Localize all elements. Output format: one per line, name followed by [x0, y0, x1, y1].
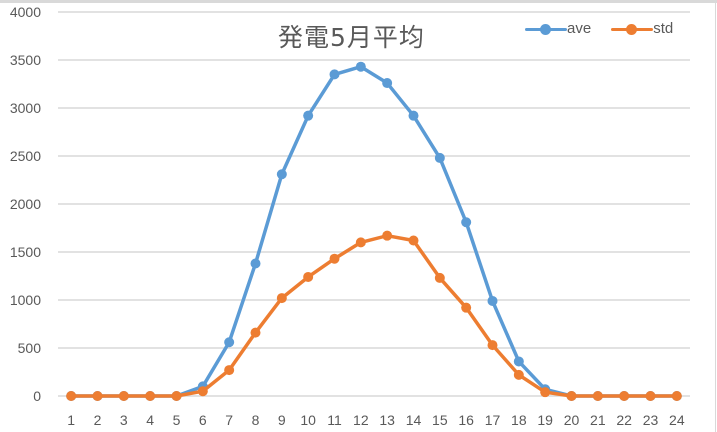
series-std: [66, 230, 682, 401]
x-tick-label: 15: [432, 412, 448, 428]
y-tick-label: 1500: [10, 244, 41, 260]
data-point: [197, 386, 208, 397]
x-tick-label: 1: [67, 412, 75, 428]
legend-marker-std-icon: [611, 23, 654, 35]
x-tick-label: 10: [300, 412, 316, 428]
x-tick-label: 13: [379, 412, 395, 428]
x-tick-label: 6: [199, 412, 207, 428]
chart-title: 発電5月平均: [278, 23, 425, 52]
legend-label-ave: ave: [567, 20, 592, 37]
y-tick-label: 0: [33, 388, 41, 404]
x-tick-label: 11: [327, 412, 342, 428]
x-tick-label: 4: [146, 412, 154, 428]
y-tick-label: 1000: [10, 292, 41, 308]
data-point: [513, 369, 524, 380]
x-tick-label: 8: [252, 412, 260, 428]
data-point: [487, 340, 498, 351]
data-point: [355, 61, 366, 72]
x-tick-label: 7: [225, 412, 233, 428]
data-point: [329, 69, 340, 80]
chart-top-border: [0, 0, 717, 3]
data-point: [329, 253, 340, 264]
data-point: [118, 391, 129, 401]
data-point: [645, 391, 656, 401]
legend: ave std: [525, 20, 679, 37]
data-point: [303, 110, 314, 121]
x-tick-label: 2: [94, 412, 102, 428]
legend-label-std: std: [653, 20, 674, 37]
data-point: [171, 391, 182, 401]
data-point: [145, 391, 156, 401]
legend-item-ave: ave: [525, 20, 591, 37]
data-point: [355, 237, 366, 248]
data-point: [408, 110, 419, 121]
data-point: [487, 295, 498, 306]
data-point: [276, 293, 287, 304]
y-tick-label: 3500: [10, 52, 41, 68]
x-tick-label: 3: [120, 412, 128, 428]
series-ave: [66, 61, 682, 401]
chart-right-border: [715, 3, 716, 432]
x-tick-label: 12: [353, 412, 369, 428]
data-point: [434, 152, 445, 163]
x-tick-label: 20: [564, 412, 580, 428]
data-point: [513, 356, 524, 367]
data-point: [566, 391, 577, 401]
data-point: [276, 169, 287, 180]
data-point: [619, 391, 630, 401]
data-point: [408, 235, 419, 246]
legend-marker-ave-icon: [525, 23, 567, 35]
data-point: [461, 217, 472, 228]
data-point: [461, 302, 472, 313]
x-tick-label: 16: [458, 412, 474, 428]
x-tick-label: 17: [485, 412, 501, 428]
x-tick-label: 5: [173, 412, 181, 428]
data-point: [382, 230, 393, 241]
x-tick-label: 24: [669, 412, 685, 428]
y-tick-label: 2000: [10, 196, 41, 212]
data-point: [434, 272, 445, 283]
data-point: [540, 387, 551, 398]
x-tick-label: 22: [616, 412, 632, 428]
data-point: [66, 391, 77, 401]
y-tick-label: 3000: [10, 100, 41, 116]
data-point: [224, 337, 235, 348]
y-tick-label: 4000: [10, 4, 41, 20]
data-point: [250, 258, 261, 269]
data-point: [303, 271, 314, 282]
data-point: [92, 391, 103, 401]
y-tick-label: 500: [18, 340, 42, 356]
x-tick-label: 21: [590, 412, 606, 428]
x-tick-label: 14: [406, 412, 422, 428]
x-tick-label: 23: [643, 412, 659, 428]
x-tick-label: 9: [278, 412, 286, 428]
y-tick-label: 2500: [10, 148, 41, 164]
legend-item-std: std: [611, 20, 673, 37]
data-point: [671, 391, 682, 401]
x-tick-label: 19: [537, 412, 553, 428]
data-point: [382, 78, 393, 89]
data-point: [224, 365, 235, 376]
data-point: [592, 391, 603, 401]
data-point: [250, 327, 261, 338]
x-tick-label: 18: [511, 412, 527, 428]
